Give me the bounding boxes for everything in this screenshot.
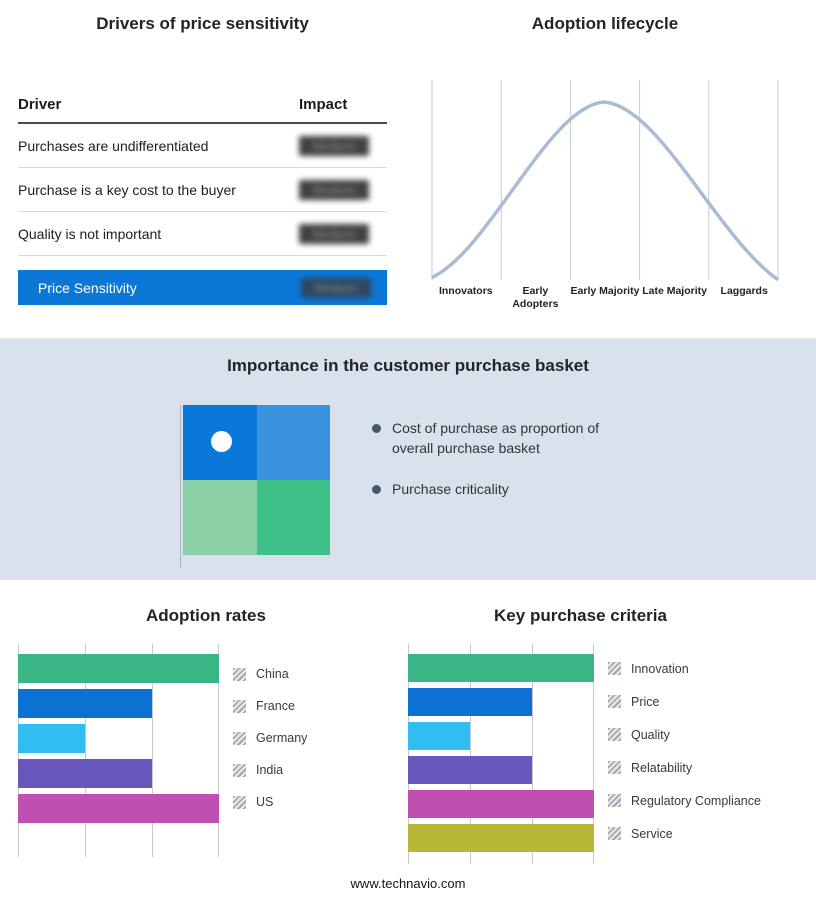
impact-value-redacted: Medium (299, 135, 369, 156)
bullet-text: Purchase criticality (392, 481, 509, 498)
stage-label: Innovators (438, 285, 493, 297)
bar-us (18, 794, 219, 823)
footer-url: www.technavio.com (350, 876, 466, 891)
adoption-rates-legend: China France Germany India US (233, 644, 307, 857)
bar-service (408, 824, 594, 852)
bar-india (18, 759, 152, 788)
hatch-swatch-icon (608, 827, 621, 840)
driver-label: Quality is not important (18, 225, 162, 242)
impact-cell: Medium (299, 223, 387, 244)
gridline (408, 644, 409, 864)
drivers-panel: Drivers of price sensitivity Driver Impa… (18, 14, 387, 305)
legend-item: Price (608, 685, 761, 718)
stage-label: Laggards (720, 285, 768, 297)
impact-value-redacted: Medium (299, 223, 369, 244)
purchase-basket-quadrant (183, 405, 330, 555)
impact-cell: Medium (299, 179, 387, 200)
hatch-swatch-icon (608, 794, 621, 807)
lifecycle-title: Adoption lifecycle (531, 14, 679, 33)
hatch-swatch-icon (233, 731, 246, 745)
price-sensitivity-bar: Price Sensitivity Medium (18, 270, 387, 305)
bar-price (408, 688, 532, 716)
hatch-swatch-icon (233, 699, 246, 713)
drivers-table-header: Driver Impact (18, 96, 387, 124)
quadrant-bottom-left (183, 480, 257, 555)
stage-label: Late Majority (642, 285, 707, 297)
table-row: Purchases are undifferentiated Medium (18, 124, 387, 168)
bullet-dot-icon (372, 424, 381, 433)
impact-value-redacted: Medium (299, 179, 369, 200)
legend-item: Innovation (608, 652, 761, 685)
impact-cell: Medium (299, 135, 387, 156)
gridline (152, 644, 153, 857)
legend-item: Quality (608, 718, 761, 751)
basket-title: Importance in the customer purchase bask… (227, 356, 589, 375)
legend-item: Relatability (608, 751, 761, 784)
bullet-text: Cost of purchase as proportion of overal… (392, 420, 600, 456)
table-row: Purchase is a key cost to the buyer Medi… (18, 168, 387, 212)
legend-item: India (233, 754, 307, 786)
position-marker-dot (211, 431, 232, 452)
hatch-swatch-icon (233, 795, 246, 809)
quadrant-axis-line (180, 405, 181, 568)
table-row: Quality is not important Medium (18, 212, 387, 256)
driver-label: Purchase is a key cost to the buyer (18, 181, 236, 198)
legend-item: US (233, 786, 307, 818)
bar-france (18, 689, 152, 718)
quadrant-top-right (256, 405, 330, 480)
gridline (218, 644, 219, 857)
bullet-item: Cost of purchase as proportion of overal… (372, 419, 632, 458)
hatch-swatch-icon (233, 763, 246, 777)
key-purchase-criteria-legend: Innovation Price Quality Relatability Re… (608, 644, 761, 864)
lifecycle-stage-labels: Innovators Early Adopters Early Majority… (431, 285, 779, 311)
adoption-rates-title: Adoption rates (146, 606, 266, 625)
adoption-lifecycle-panel: Adoption lifecycle Innovators Early Adop… (430, 14, 780, 311)
bar-china (18, 654, 219, 683)
legend-item: France (233, 690, 307, 722)
bar-quality (408, 722, 470, 750)
stage-label: Early Adopters (512, 285, 559, 311)
hatch-swatch-icon (233, 667, 246, 681)
legend-item: China (233, 658, 307, 690)
stage-label: Early Majority (570, 285, 640, 297)
hatch-swatch-icon (608, 761, 621, 774)
hatch-swatch-icon (608, 728, 621, 741)
legend-item: Germany (233, 722, 307, 754)
drivers-title: Drivers of price sensitivity (96, 14, 309, 33)
impact-value-redacted: Medium (301, 277, 371, 298)
legend-item: Service (608, 817, 761, 850)
adoption-rates-plot (18, 644, 219, 857)
hatch-swatch-icon (608, 695, 621, 708)
bar-regulatory-compliance (408, 790, 594, 818)
lifecycle-chart (431, 80, 779, 281)
hatch-swatch-icon (608, 662, 621, 675)
gridline (593, 644, 594, 864)
bar-relatability (408, 756, 532, 784)
bullet-dot-icon (372, 485, 381, 495)
driver-column-header: Driver (18, 96, 62, 113)
key-purchase-criteria-plot (408, 644, 594, 864)
basket-bullets: Cost of purchase as proportion of overal… (372, 419, 632, 522)
gridline (469, 644, 471, 864)
key-purchase-criteria-chart: Key purchase criteria In (408, 606, 798, 864)
lifecycle-curve (431, 100, 779, 281)
bar-germany (18, 724, 85, 753)
price-sensitivity-label: Price Sensitivity (38, 279, 137, 296)
key-purchase-criteria-title: Key purchase criteria (494, 606, 667, 625)
legend-item: Regulatory Compliance (608, 784, 761, 817)
impact-column-header: Impact (299, 96, 348, 113)
driver-label: Purchases are undifferentiated (18, 137, 209, 154)
gridline (84, 644, 86, 857)
bar-innovation (408, 654, 594, 682)
bullet-item: Purchase criticality (372, 480, 632, 500)
purchase-basket-band (0, 338, 816, 580)
gridline (532, 644, 533, 864)
quadrant-bottom-right (256, 480, 330, 555)
adoption-rates-chart: Adoption rates China (18, 606, 394, 857)
